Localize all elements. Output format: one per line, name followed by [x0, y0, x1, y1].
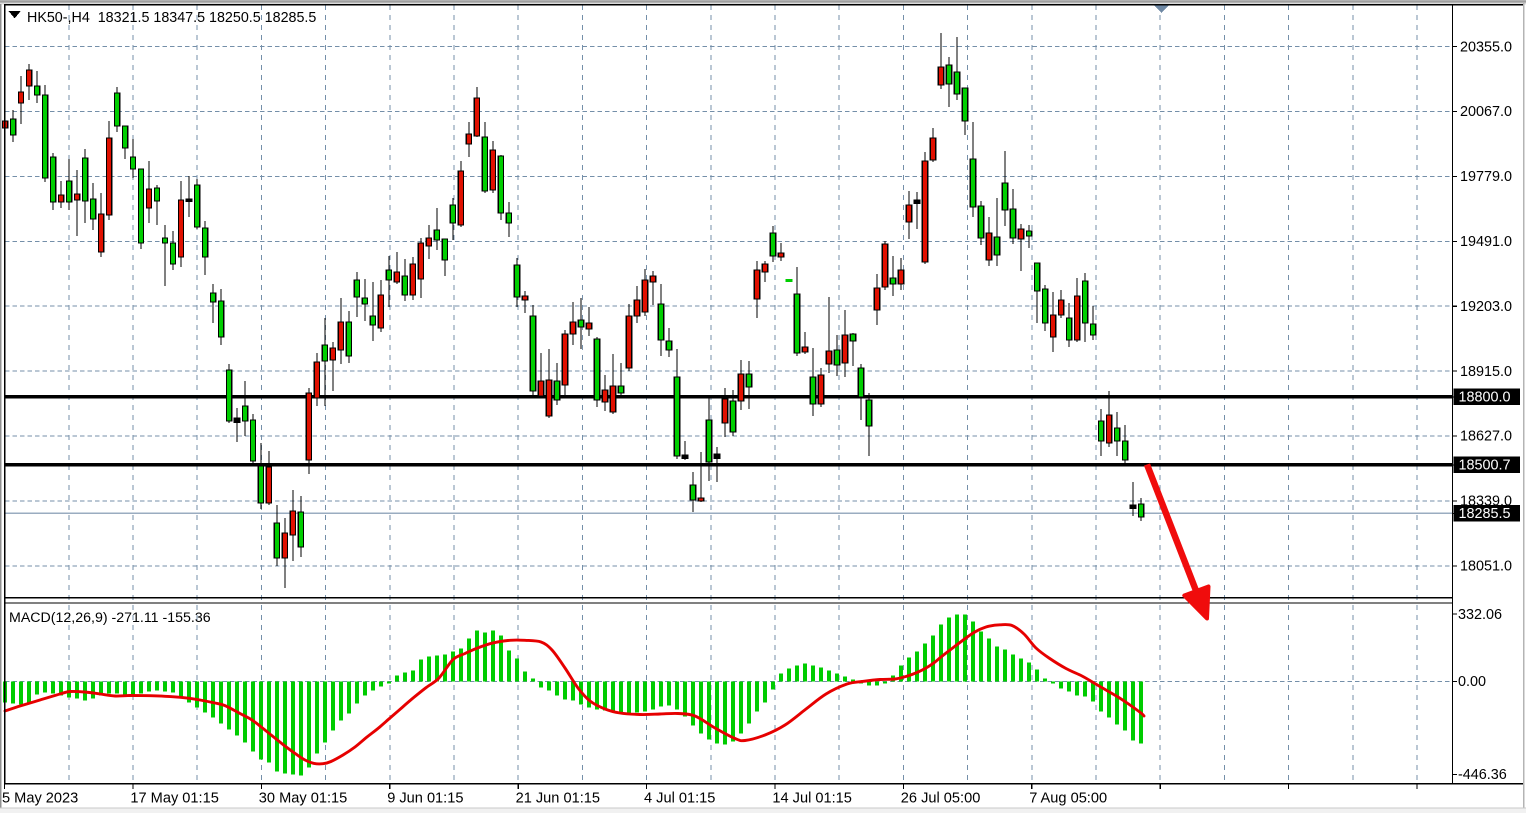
- svg-text:18285.5: 18285.5: [1459, 506, 1511, 522]
- svg-text:21 Jun 01:15: 21 Jun 01:15: [516, 791, 600, 807]
- svg-text:4 Jul 01:15: 4 Jul 01:15: [644, 791, 715, 807]
- svg-text:19779.0: 19779.0: [1460, 169, 1512, 185]
- svg-text:18800.0: 18800.0: [1459, 390, 1511, 406]
- svg-text:30 May 01:15: 30 May 01:15: [259, 791, 347, 807]
- svg-text:18051.0: 18051.0: [1460, 559, 1512, 575]
- svg-text:19203.0: 19203.0: [1460, 299, 1512, 315]
- svg-text:20355.0: 20355.0: [1460, 39, 1512, 55]
- svg-text:26 Jul 05:00: 26 Jul 05:00: [901, 791, 981, 807]
- svg-text:9 Jun 01:15: 9 Jun 01:15: [387, 791, 463, 807]
- svg-text:0.00: 0.00: [1458, 674, 1486, 690]
- svg-text:18500.7: 18500.7: [1459, 458, 1511, 474]
- svg-text:18915.0: 18915.0: [1460, 364, 1512, 380]
- svg-text:5 May 2023: 5 May 2023: [2, 791, 78, 807]
- svg-text:332.06: 332.06: [1458, 607, 1502, 623]
- svg-text:14 Jul 01:15: 14 Jul 01:15: [772, 791, 852, 807]
- svg-text:-446.36: -446.36: [1458, 767, 1507, 783]
- svg-text:MACD(12,26,9) -271.11 -155.36: MACD(12,26,9) -271.11 -155.36: [9, 610, 211, 626]
- svg-text:18627.0: 18627.0: [1460, 429, 1512, 445]
- svg-text:19491.0: 19491.0: [1460, 234, 1512, 250]
- svg-text:20067.0: 20067.0: [1460, 104, 1512, 120]
- svg-text:17 May 01:15: 17 May 01:15: [130, 791, 218, 807]
- svg-text:7 Aug 05:00: 7 Aug 05:00: [1029, 791, 1107, 807]
- svg-text:HK50-,H4 18321.5 18347.5 1825: HK50-,H4 18321.5 18347.5 18250.5 18285.5: [27, 10, 316, 26]
